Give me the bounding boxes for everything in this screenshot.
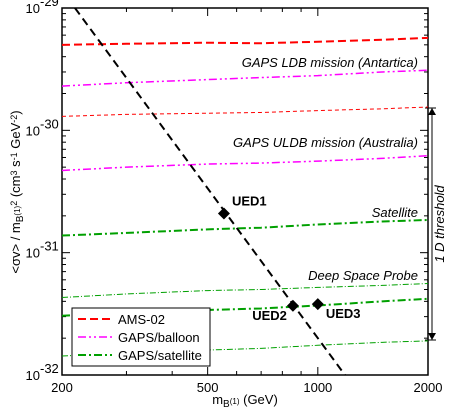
arrow-head: [428, 108, 436, 115]
x-axis-label: mB(1) (GeV): [212, 392, 278, 410]
label-part: <σv> / m: [8, 222, 23, 273]
label-part: s: [8, 160, 23, 171]
arrow-head: [428, 333, 436, 340]
annotation: Satellite: [372, 205, 418, 220]
y-tick-base: 10: [26, 368, 40, 383]
label-part: ): [8, 110, 23, 114]
annotation: GAPS LDB mission (Antartica): [242, 55, 418, 70]
label-part: -1: [9, 152, 19, 160]
x-tick-label: 2000: [414, 380, 443, 395]
label-part: GeV: [8, 122, 23, 152]
y-tick-exponent: -29: [40, 0, 59, 9]
series-line: [61, 69, 429, 87]
y-tick-label: 10: [26, 246, 40, 261]
point-label: UED1: [232, 194, 267, 209]
label-part: B: [223, 399, 230, 410]
series-line: [61, 282, 429, 299]
label-part: B: [15, 215, 26, 222]
y-tick-label: 10: [26, 123, 40, 138]
series-line: [61, 106, 429, 117]
y-tick-base: 10: [26, 246, 40, 261]
label-part: 2: [9, 201, 19, 206]
y-tick-label: 10: [26, 368, 40, 383]
y-tick-label: 10: [26, 1, 40, 16]
y-tick-base: 10: [26, 123, 40, 138]
point-label: UED2: [252, 308, 287, 323]
series-line: [61, 218, 429, 237]
point: [217, 207, 230, 220]
y-tick-exponent: -32: [40, 361, 59, 376]
plot-frame: [61, 7, 429, 376]
label-part: 3: [9, 170, 19, 175]
y-tick-base: 10: [26, 1, 40, 16]
model-line: [74, 7, 346, 376]
point-label: UED3: [326, 306, 361, 321]
label-part: (GeV): [240, 392, 278, 407]
x-tick-label: 200: [51, 380, 73, 395]
point: [311, 298, 324, 311]
y-axis-label: <σv> / mB(1)2 (cm3 s-1 GeV-2): [8, 110, 26, 273]
x-tick-label: 1000: [303, 380, 332, 395]
annotation: GAPS ULDB mission (Australia): [233, 135, 418, 150]
legend-label: AMS-02: [118, 312, 165, 327]
point: [286, 299, 299, 312]
label-part: (cm: [8, 176, 23, 201]
legend-label: GAPS/balloon: [118, 330, 200, 345]
label-part: -2: [9, 115, 19, 123]
label-part: m: [212, 392, 223, 407]
legend-label: GAPS/satellite: [118, 348, 202, 363]
series-line: [61, 340, 429, 357]
x-tick-label: 500: [197, 380, 219, 395]
series-line: [61, 36, 429, 46]
y-tick-exponent: -30: [40, 116, 59, 131]
annotation: Deep Space Probe: [308, 268, 418, 283]
series-line: [61, 154, 429, 172]
label-part: (1): [230, 397, 240, 406]
threshold-label: 1 D threshold: [432, 185, 447, 263]
label-part: (1): [13, 205, 22, 215]
y-tick-exponent: -31: [40, 239, 59, 254]
